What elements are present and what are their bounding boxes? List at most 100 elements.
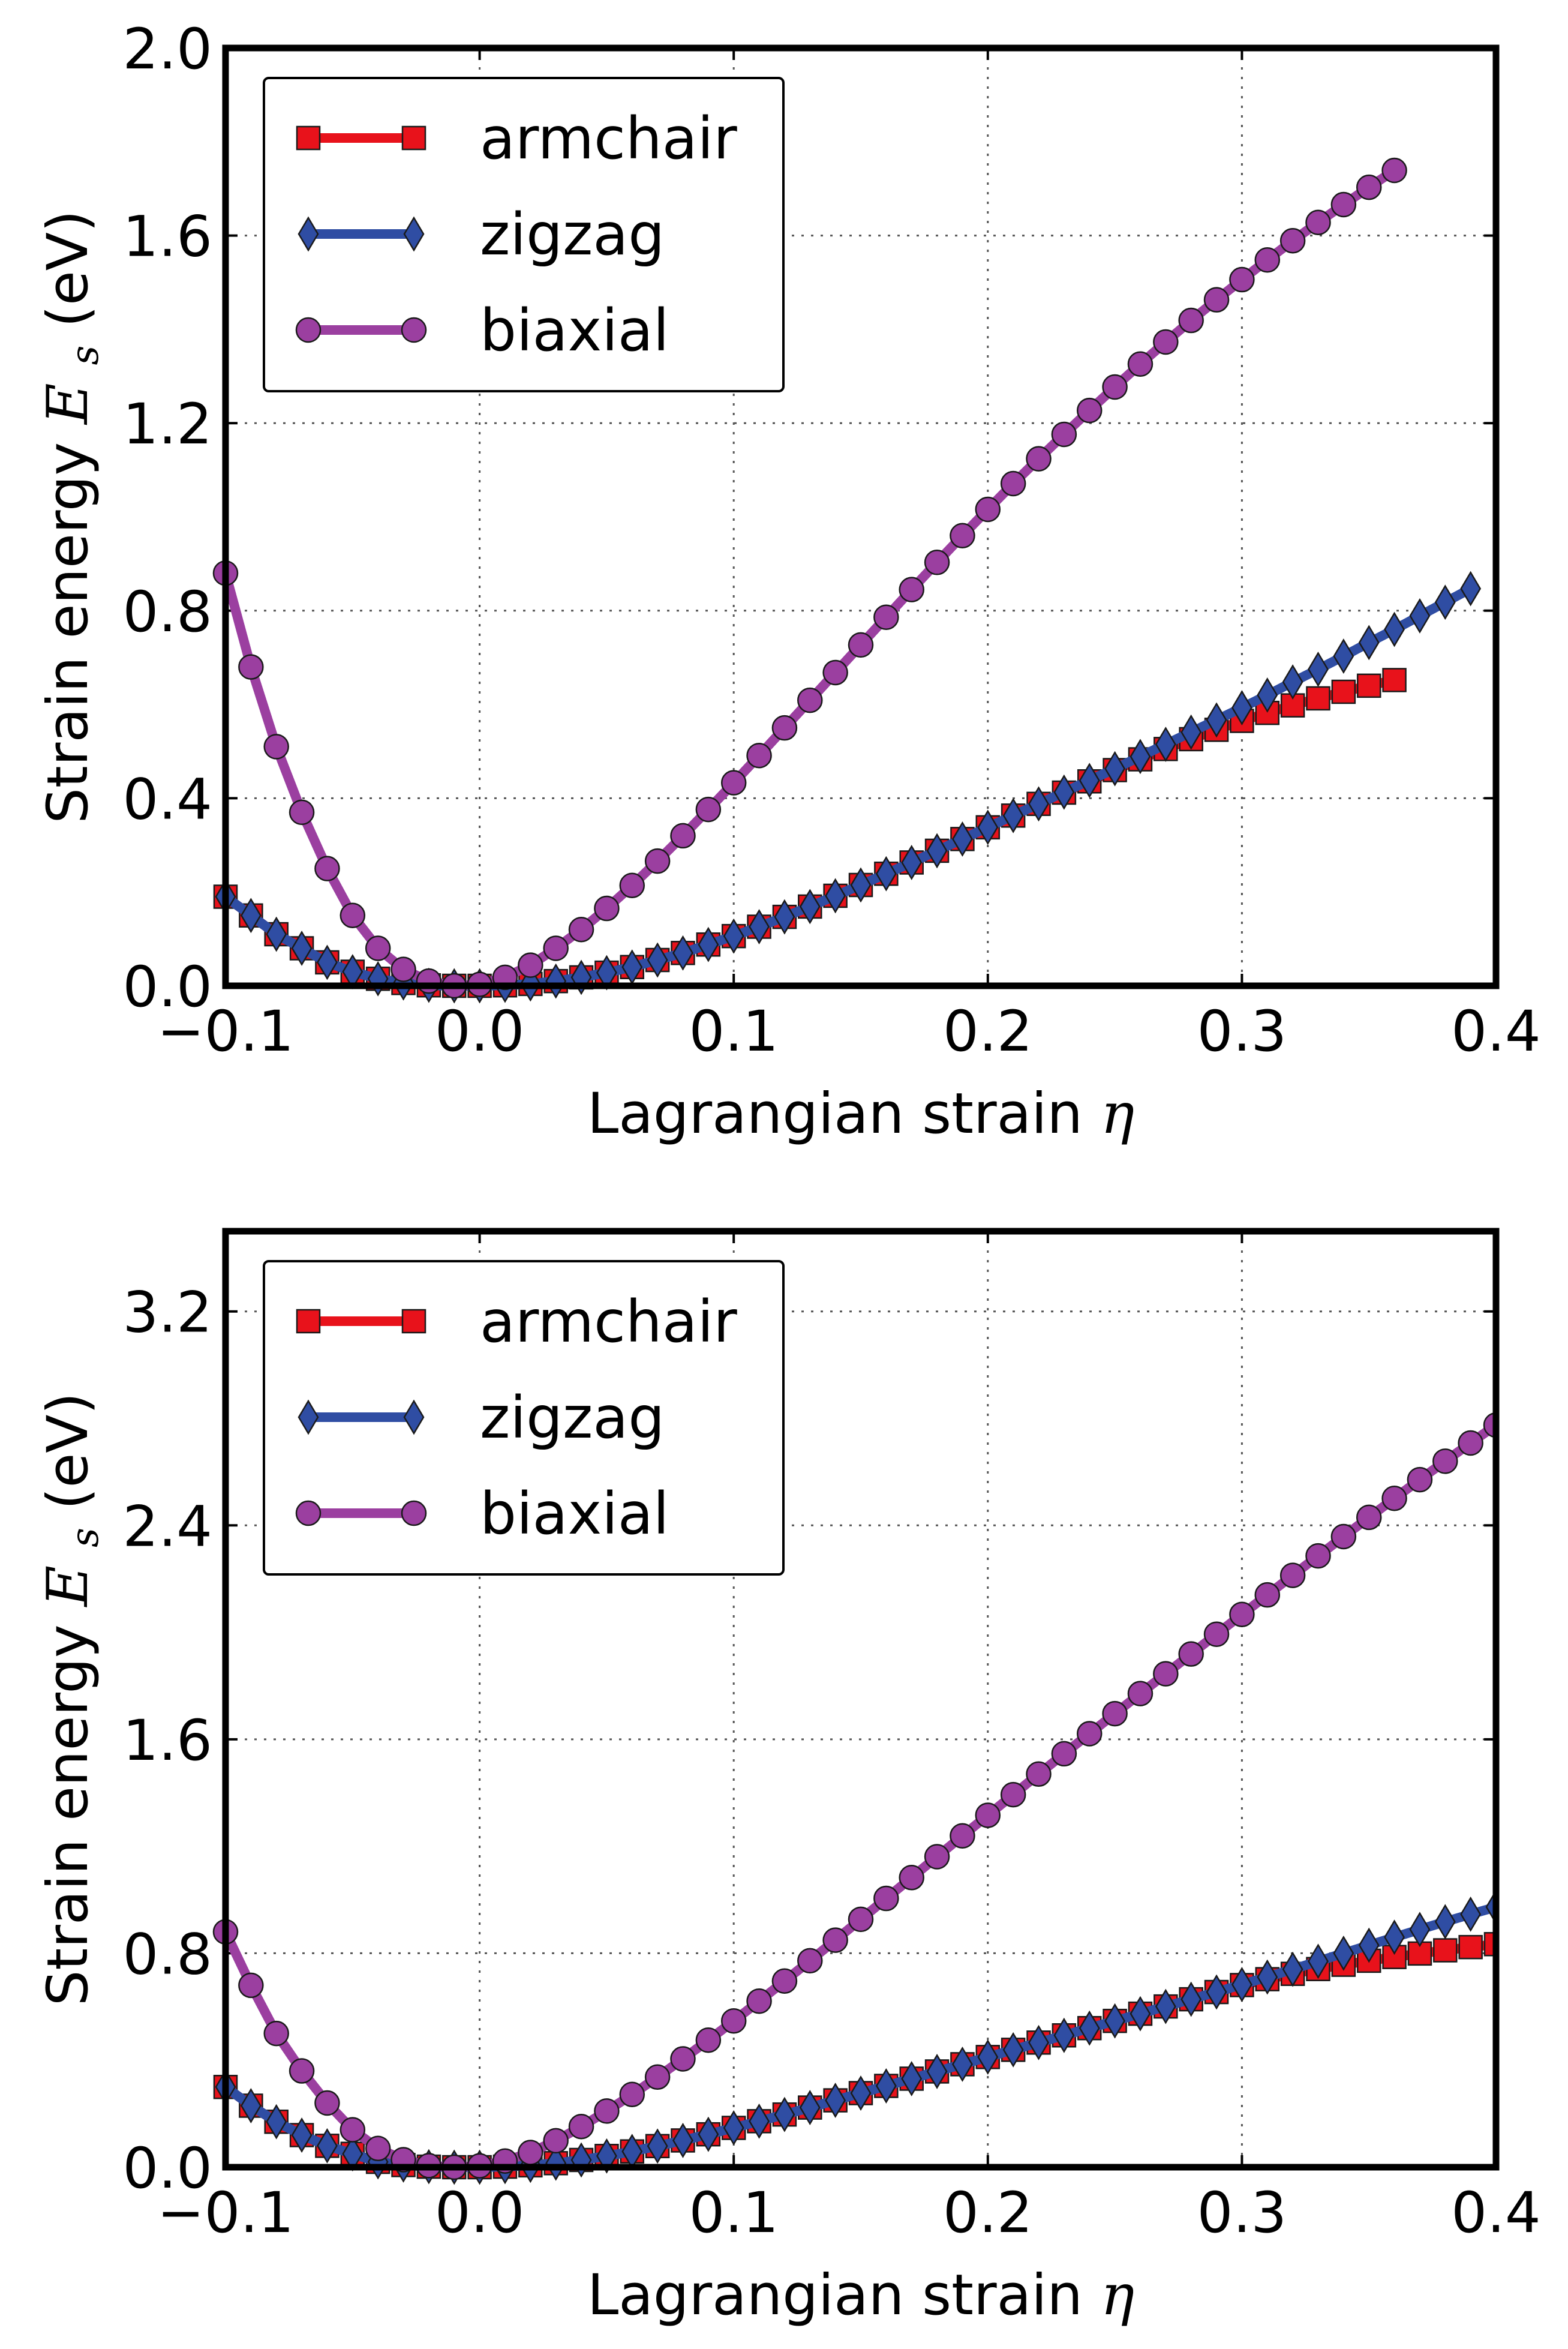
zigzag-line [221, 584, 1476, 991]
zigzag-point [266, 916, 287, 952]
zigzag-point [951, 2046, 973, 2082]
biaxial-point [1178, 307, 1204, 334]
biaxial-point [720, 770, 747, 796]
armchair-point [1536, 1928, 1558, 1951]
biaxial-point [1381, 1486, 1407, 1511]
zigzag-point [977, 2039, 999, 2075]
zigzag-point [1104, 2003, 1126, 2039]
biaxial-point [670, 823, 696, 849]
legend-marker-zigzag [298, 216, 319, 252]
zigzag-point [672, 935, 693, 971]
zigzag-point [1180, 1981, 1202, 2017]
armchair-point [1458, 1934, 1483, 1960]
x-tick-label: −0.1 [157, 2180, 294, 2246]
zigzag-point [926, 833, 948, 869]
legend: armchair zigzag biaxial [263, 77, 785, 392]
biaxial-point [1535, 1378, 1559, 1402]
y-tick-labels: 0.0 0.4 0.8 1.2 1.6 2.0 [123, 17, 213, 1020]
zigzag-point [291, 2117, 313, 2153]
biaxial-point [1000, 1781, 1026, 1808]
biaxial-point [899, 577, 924, 602]
biaxial-point [899, 1865, 924, 1891]
y-tick-label: 1.6 [123, 1708, 213, 1774]
biaxial-point [1203, 1621, 1230, 1647]
x-tick-label: 0.0 [435, 999, 525, 1064]
zigzag-point [1333, 638, 1354, 674]
biaxial-point [695, 2027, 722, 2053]
armchair-point [1331, 679, 1356, 704]
biaxial-point [1051, 1741, 1077, 1767]
zigzag-point [825, 878, 846, 914]
y-tick-label: 0.8 [123, 1922, 213, 1987]
x-axis-symbol: η [1101, 1081, 1134, 1147]
biaxial-point [746, 743, 772, 769]
zigzag-point [545, 963, 567, 999]
chart-panel-bottom: 0.00.81.62.43.2 −0.1 0.0 0.1 0.2 0.3 0.4 armc… [35, 1228, 1568, 2328]
y-tick-label: 0.8 [123, 580, 213, 645]
armchair-point [1356, 673, 1381, 698]
legend-marker-biaxial [295, 317, 322, 343]
y-axis-label-text: Strain energy [35, 1624, 101, 2006]
armchair-point [1433, 1938, 1458, 1963]
x-tick-label: 0.0 [435, 2180, 525, 2246]
biaxial-point [670, 2046, 696, 2072]
zigzag-point [698, 926, 719, 962]
legend-label-biaxial: biaxial [480, 297, 669, 364]
legend-label-armchair: armchair [480, 105, 737, 172]
biaxial-point [391, 956, 416, 982]
y-tick-labels: 0.0 0.8 1.6 2.4 3.2 [123, 1280, 213, 2201]
y-tick-label: 1.6 [123, 205, 213, 270]
zigzag-point [647, 942, 668, 978]
zigzag-point [901, 845, 923, 880]
biaxial-point [289, 2058, 315, 2084]
y-tick-label: 0.0 [123, 2136, 213, 2201]
zigzag-point [1537, 1876, 1557, 1909]
biaxial-point [568, 916, 594, 943]
zigzag-point [1460, 571, 1482, 607]
legend-marker-zigzag [298, 1399, 319, 1435]
series-biaxial [212, 157, 1407, 999]
biaxial-point [1229, 266, 1255, 293]
chart-panel-top: 0.00.40.81.21.62.0 −0.1 0.0 0.1 0.2 0.3 0.4 a… [35, 17, 1541, 1147]
zigzag-point [545, 2145, 567, 2181]
y-tick-label: 2.4 [123, 1494, 213, 1559]
zigzag-point [1155, 727, 1176, 762]
biaxial-point [314, 2090, 340, 2116]
zigzag-point [1206, 1974, 1227, 2010]
biaxial-point [1458, 1430, 1483, 1456]
biaxial-point [797, 1948, 823, 1974]
biaxial-point [975, 496, 1001, 523]
x-tick-labels: −0.1 0.0 0.1 0.2 0.3 0.4 [157, 999, 1541, 1064]
biaxial-point [1432, 1448, 1458, 1474]
y-axis-label: Strain energy E s (eV) [35, 210, 112, 824]
biaxial-point [720, 2008, 747, 2034]
biaxial-point [1178, 1641, 1204, 1667]
legend-marker-biaxial [295, 1500, 322, 1526]
biaxial-point [644, 2064, 671, 2090]
zigzag-point [723, 918, 744, 954]
zigzag-point [850, 2075, 872, 2111]
zigzag-point [1460, 1896, 1482, 1932]
armchair-point [1382, 668, 1407, 692]
x-tick-label: 0.3 [1197, 2180, 1287, 2246]
biaxial-point [822, 1927, 848, 1953]
axes-frame [222, 1228, 1500, 2171]
zigzag-point [901, 2061, 923, 2096]
biaxial-point [619, 872, 645, 899]
zigzag-point [1308, 652, 1329, 687]
zigzag-point [1384, 611, 1405, 647]
biaxial-point [619, 2081, 645, 2108]
zigzag-point [1434, 584, 1456, 620]
x-axis-symbol: η [1101, 2263, 1134, 2328]
biaxial-point [1560, 1362, 1568, 1386]
series-layer [212, 157, 1482, 1004]
biaxial-point [695, 796, 722, 823]
biaxial-point [1127, 1681, 1154, 1706]
legend-box [263, 1260, 785, 1576]
legend-marker-armchair [401, 1309, 426, 1334]
zigzag-point [1028, 786, 1049, 822]
biaxial-point [543, 2128, 569, 2154]
biaxial-point [873, 604, 899, 630]
zigzag-point [1512, 1883, 1531, 1916]
zigzag-point [825, 2083, 846, 2119]
